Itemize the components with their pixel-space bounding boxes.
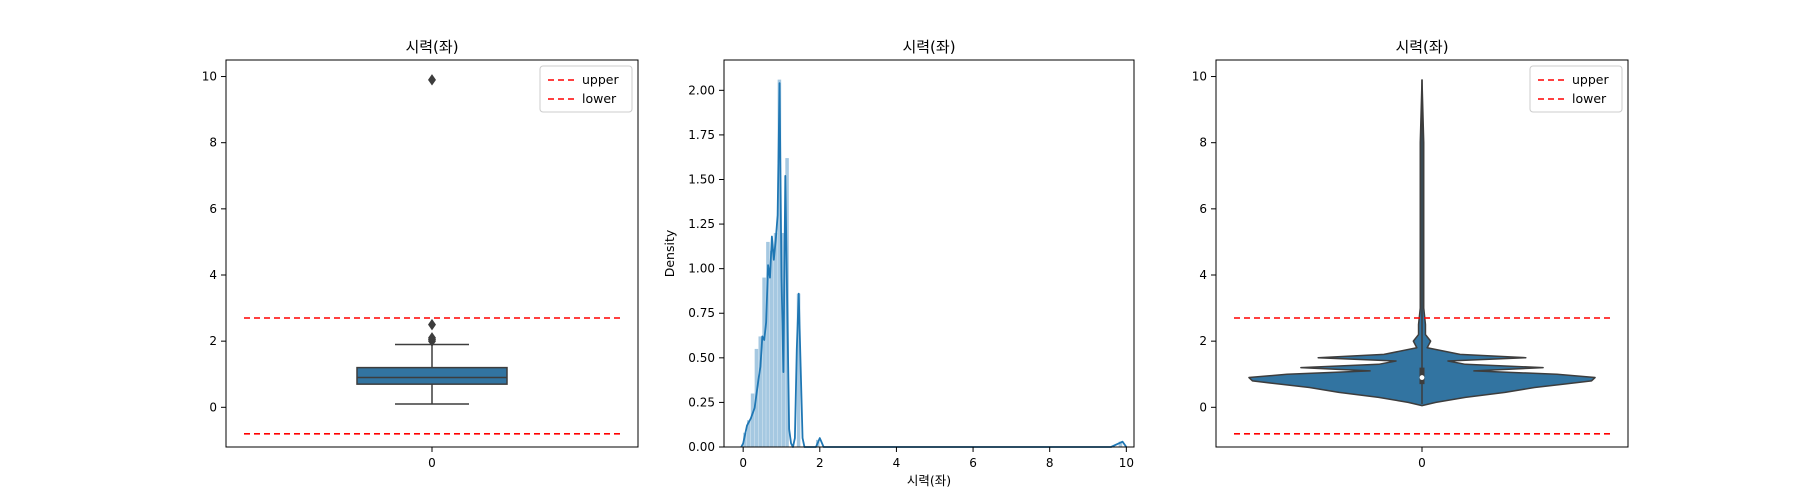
x-tick-label: 0 bbox=[1418, 456, 1426, 470]
x-tick-label: 10 bbox=[1119, 456, 1134, 470]
legend-label-upper: upper bbox=[582, 72, 619, 87]
histogram-bar bbox=[743, 432, 747, 447]
boxplot-panel: 시력(좌) upper lower 0 2 4 6 8 10 0 bbox=[202, 38, 639, 470]
histogram-bar bbox=[796, 293, 801, 447]
x-tick-label: 0 bbox=[428, 456, 436, 470]
y-tick-label: 1.50 bbox=[688, 172, 715, 186]
y-tick-label: 8 bbox=[209, 136, 217, 150]
kde-line bbox=[740, 82, 1128, 448]
outlier-point bbox=[428, 318, 436, 331]
y-tick-label: 0.25 bbox=[688, 395, 715, 409]
chart-title: 시력(좌) bbox=[405, 38, 458, 56]
x-tick-label: 4 bbox=[893, 456, 901, 470]
plot-area-frame bbox=[723, 59, 1135, 448]
histogram-bar bbox=[773, 232, 778, 447]
legend-label-upper: upper bbox=[1572, 72, 1609, 87]
chart-title: 시력(좌) bbox=[902, 38, 955, 56]
y-tick-label: 2 bbox=[209, 334, 217, 348]
plot-area-frame bbox=[1215, 59, 1629, 448]
plot-area-frame bbox=[225, 59, 639, 448]
x-tick-label: 6 bbox=[969, 456, 977, 470]
x-tick-label: 2 bbox=[816, 456, 824, 470]
histogram-bar bbox=[769, 250, 774, 447]
y-tick-label: 8 bbox=[1199, 136, 1207, 150]
histogram-bar bbox=[1118, 441, 1123, 447]
chart-title: 시력(좌) bbox=[1395, 38, 1448, 56]
histogram-bar bbox=[758, 336, 763, 447]
y-tick-label: 2.00 bbox=[688, 83, 715, 97]
y-tick-label: 1.00 bbox=[688, 262, 715, 276]
y-tick-label: 4 bbox=[1199, 268, 1207, 282]
histogram-bar bbox=[762, 277, 766, 447]
histogram-bar bbox=[746, 420, 751, 447]
y-tick-label: 1.25 bbox=[688, 217, 715, 231]
violin-panel: 시력(좌) upper lower 0 2 4 6 8 10 0 bbox=[1192, 38, 1629, 470]
y-axis-label: Density bbox=[662, 229, 677, 277]
y-tick-label: 0 bbox=[1199, 400, 1207, 414]
y-tick-label: 10 bbox=[1192, 70, 1207, 84]
y-tick-label: 6 bbox=[209, 202, 217, 216]
y-tick-label: 1.75 bbox=[688, 128, 715, 142]
y-tick-label: 2 bbox=[1199, 334, 1207, 348]
histogram-panel: 시력(좌) 0 2 4 6 8 10 0.00 0.25 0.50 0.75 1.00 1.25 1.50… bbox=[662, 38, 1135, 488]
histogram-bar bbox=[750, 393, 755, 447]
outlier-point bbox=[428, 332, 436, 344]
box-iqr bbox=[356, 366, 508, 385]
legend-box bbox=[1529, 65, 1623, 113]
x-tick-label: 8 bbox=[1046, 456, 1054, 470]
histogram-bar bbox=[766, 241, 770, 447]
y-tick-label: 6 bbox=[1199, 202, 1207, 216]
y-tick-label: 10 bbox=[202, 70, 217, 84]
y-tick-label: 0.00 bbox=[688, 440, 715, 454]
outlier-point bbox=[428, 74, 436, 86]
legend-label-lower: lower bbox=[1572, 91, 1607, 106]
y-tick-label: 0.50 bbox=[688, 351, 715, 365]
y-tick-label: 0 bbox=[209, 400, 217, 414]
y-tick-label: 4 bbox=[209, 268, 217, 282]
x-tick-label: 0 bbox=[739, 456, 747, 470]
x-axis-label: 시력(좌) bbox=[907, 473, 951, 488]
histogram-bar bbox=[777, 79, 782, 448]
legend-label-lower: lower bbox=[582, 91, 617, 106]
violin-median-dot bbox=[1419, 375, 1425, 380]
y-tick-label: 0.75 bbox=[688, 306, 715, 320]
legend-box bbox=[539, 65, 633, 113]
